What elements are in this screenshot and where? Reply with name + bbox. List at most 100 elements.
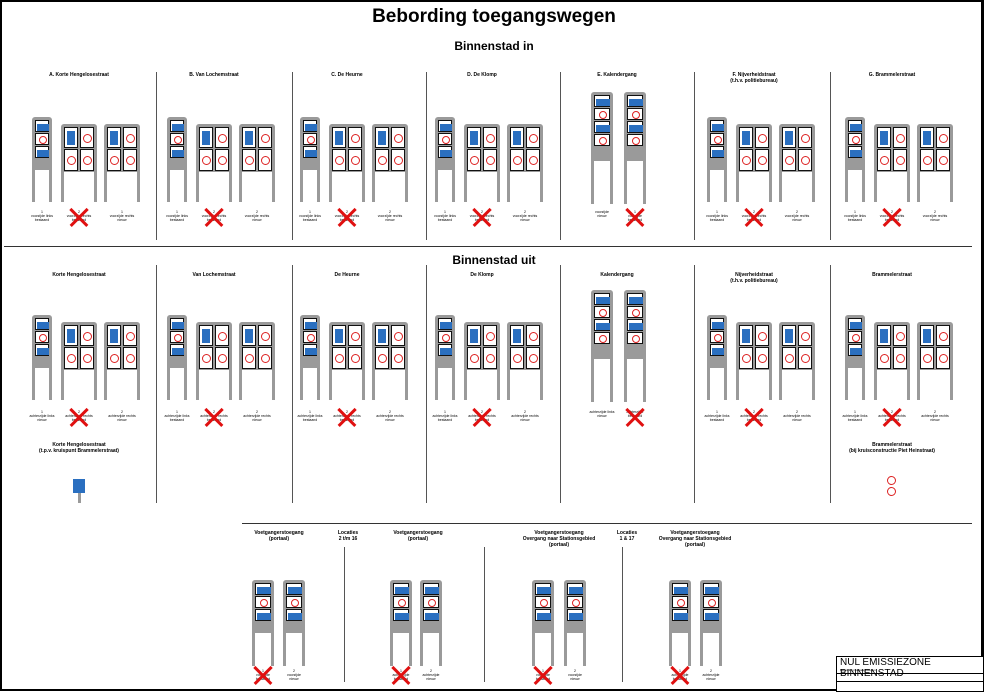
sign-post	[779, 124, 815, 173]
traffic-sign	[782, 325, 796, 347]
column-divider	[292, 72, 293, 240]
post-leg	[950, 170, 953, 202]
post-leg	[643, 159, 646, 204]
removed-cross-icon	[744, 207, 764, 227]
sign-prohibition-icon	[291, 599, 299, 607]
sign-prohibition-icon	[67, 354, 76, 364]
sign-blue-icon	[513, 329, 521, 344]
sign-prohibition-icon	[335, 354, 344, 364]
column-divider	[484, 547, 485, 682]
column-heading: Voetgangerstoegang Overgang naar Station…	[658, 530, 732, 548]
sign-post	[845, 315, 865, 368]
sign-prohibition-icon	[110, 354, 119, 364]
post-leg	[736, 170, 739, 202]
traffic-sign	[170, 344, 184, 356]
sign-blue-icon	[712, 322, 724, 329]
sign-blue-icon	[172, 150, 184, 157]
sign-blue-icon	[742, 329, 750, 344]
sign-prohibition-icon	[174, 334, 182, 342]
post-leg	[184, 168, 187, 202]
traffic-sign	[798, 347, 812, 369]
traffic-sign	[123, 347, 137, 369]
sign-blue-icon	[850, 348, 862, 355]
post-leg	[196, 170, 199, 202]
post-leg	[917, 170, 920, 202]
sign-blue-icon	[305, 348, 317, 355]
post-leg	[591, 357, 594, 402]
speed-sign-icon	[887, 487, 896, 496]
post-leg	[812, 368, 815, 400]
post-leg	[390, 631, 393, 666]
traffic-sign	[594, 134, 610, 146]
sign-prohibition-icon	[442, 136, 450, 144]
sign-prohibition-icon	[394, 354, 403, 364]
traffic-sign	[594, 332, 610, 344]
traffic-sign	[483, 347, 497, 369]
post-leg	[137, 170, 140, 202]
traffic-sign	[255, 596, 271, 608]
traffic-sign	[170, 146, 184, 158]
sign-prohibition-icon	[801, 156, 810, 166]
traffic-sign	[438, 318, 452, 330]
traffic-sign	[107, 347, 121, 369]
post-leg	[917, 368, 920, 400]
traffic-sign	[107, 127, 121, 149]
sign-prohibition-icon	[218, 354, 227, 364]
traffic-sign	[242, 325, 256, 347]
sign-blue-icon	[245, 131, 253, 146]
traffic-sign	[393, 596, 409, 608]
post-leg	[907, 368, 910, 400]
sign-prohibition-icon	[758, 331, 767, 341]
post-leg	[497, 170, 500, 202]
traffic-sign	[526, 149, 540, 171]
sign-prohibition-icon	[852, 136, 860, 144]
removed-cross-icon	[744, 407, 764, 427]
column-heading: De Heurne	[334, 272, 360, 278]
sign-blue-icon	[923, 131, 931, 146]
sign-prohibition-icon	[260, 599, 268, 607]
post-leg	[229, 368, 232, 400]
post-leg	[32, 366, 35, 400]
sign-post	[669, 580, 691, 634]
traffic-sign	[258, 347, 272, 369]
sign-post	[507, 124, 543, 173]
column-heading: Voetgangerstoegang Overgang naar Station…	[522, 530, 596, 548]
sign-prohibition-icon	[939, 133, 948, 143]
sign-blue-icon	[440, 150, 452, 157]
sign-post	[196, 124, 232, 173]
sign-post	[874, 124, 910, 173]
post-leg	[61, 368, 64, 400]
traffic-sign	[782, 347, 796, 369]
traffic-sign	[483, 325, 497, 347]
traffic-sign	[391, 149, 405, 171]
post-leg	[950, 368, 953, 400]
post-leg	[196, 368, 199, 400]
traffic-sign	[332, 127, 346, 149]
traffic-sign	[535, 583, 551, 595]
post-leg	[610, 159, 613, 204]
sign-prohibition-icon	[307, 136, 315, 144]
post-leg	[779, 368, 782, 400]
traffic-sign	[80, 347, 94, 369]
post-label: 1 achterzijde links bestaand	[432, 410, 458, 422]
traffic-sign	[242, 127, 256, 149]
traffic-sign	[755, 347, 769, 369]
traffic-sign	[483, 127, 497, 149]
sign-prohibition-icon	[126, 156, 135, 166]
sign-prohibition-icon	[923, 354, 932, 364]
post-label: 2 voorzijde rechts nieuw	[244, 210, 270, 222]
sign-blue-icon	[37, 150, 49, 157]
column-divider	[560, 72, 561, 240]
traffic-sign	[467, 127, 481, 149]
sign-post	[252, 580, 274, 634]
column-heading: D. De Klomp	[467, 72, 497, 78]
sign-prohibition-icon	[896, 331, 905, 341]
post-leg	[464, 368, 467, 400]
sign-prohibition-icon	[758, 133, 767, 143]
sign-blue-icon	[172, 348, 184, 355]
post-leg	[104, 368, 107, 400]
sign-blue-icon	[629, 99, 643, 106]
sign-prohibition-icon	[202, 156, 211, 166]
sign-post	[239, 322, 275, 371]
traffic-sign	[594, 319, 610, 331]
